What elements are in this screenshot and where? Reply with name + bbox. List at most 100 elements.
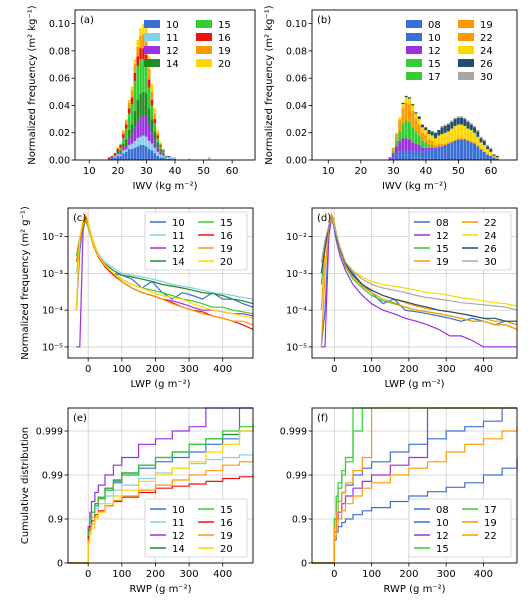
bar-segment-24 [394,132,398,135]
y-tick-label: 0 [301,559,307,570]
bar-segment-24 [469,130,473,141]
bar-segment-30 [473,125,477,128]
bar-segment-17 [401,123,405,130]
bar-segment-19 [430,143,434,145]
legend-label-30: 30 [484,257,497,268]
bar-segment-22 [417,124,421,130]
legend-swatch-30 [458,72,474,80]
bar-segment-30 [463,117,467,120]
bar-segment-22 [391,147,395,150]
y-tick-label: 0.10 [49,19,70,30]
bar-segment-10 [489,155,493,160]
bar-segment-26 [434,132,437,139]
x-tick-label: 100 [112,569,131,580]
bar-segment-15 [394,143,398,147]
bar-segment-10 [156,155,159,160]
bar-segment-11 [207,157,211,160]
bar-segment-15 [430,146,434,148]
x-tick-label: 100 [112,364,131,375]
legend-swatch-15 [196,20,212,28]
bar-segment-14 [156,142,159,148]
bar-segment-30 [447,123,450,125]
bar-segment-26 [404,95,408,98]
bar-segment-16 [125,124,128,129]
bar-segment-24 [463,125,467,139]
bar-segment-22 [447,142,450,144]
bar-segment-10 [460,139,464,160]
bar-segment-10 [173,158,177,160]
x-axis-label: LWP (g m⁻²) [130,379,190,390]
y-tick-label: 0.08 [286,46,307,57]
bar-segment-16 [162,150,165,152]
bar-segment-24 [460,124,464,139]
bar-segment-20 [150,83,154,92]
legend-label-15: 15 [436,244,449,255]
bar-segment-26 [417,116,421,120]
bar-segment-30 [482,139,486,141]
bar-segment-12 [388,157,392,159]
bar-segment-17 [421,140,424,144]
bar-segment-20 [125,119,128,121]
y-tick-label: 10⁻⁵ [42,342,63,353]
bar-segment-11 [156,151,159,156]
bar-segment-11 [162,155,165,158]
legend-swatch-17 [406,72,422,80]
bar-segment-19 [162,149,165,151]
panel-label: (f) [317,413,328,424]
legend-label-15: 15 [220,218,233,229]
bar-segment-22 [456,138,460,140]
legend-label-10: 10 [172,218,185,229]
bar-segment-16 [142,48,145,60]
bar-segment-10 [476,146,480,160]
legend-box [144,498,248,558]
bar-segment-12 [398,140,402,152]
legend-swatch-22 [458,33,474,41]
bar-segment-10 [424,150,428,159]
legend-label-15: 15 [428,59,441,70]
x-tick-label: 200 [146,569,165,580]
legend: 08 10 12 15 17 19 22 [408,498,512,558]
bar-segment-19 [139,35,142,49]
bar-segment-26 [492,154,496,156]
legend: 08 10 12 15 17 19 22 24 26 30 [406,20,493,83]
bar-segment-12 [159,151,162,155]
bar-segment-16 [159,145,162,147]
legend-swatch-14 [144,59,160,67]
y-tick-label: 0.06 [49,74,70,85]
bar-segment-19 [411,117,415,128]
bar-segment-15 [127,113,131,130]
bar-segment-24 [479,142,483,150]
y-tick-label: 0.00 [286,156,307,167]
bar-segment-10 [463,139,467,160]
legend-swatch-15 [406,59,422,67]
bar-segment-12 [437,146,441,148]
bar-segment-14 [142,91,145,115]
x-axis-label: RWP (g m⁻²) [384,584,446,595]
bar-segment-16 [147,79,151,88]
axes-frame [311,407,518,564]
bar-segment-15 [153,123,157,132]
bar-segment-10 [116,155,119,160]
bar-segment-30 [460,116,464,118]
bar-segment-17 [430,145,434,147]
bar-segment-11 [133,140,137,148]
bar-segment-10 [147,149,151,160]
panel-e: 0 100 200 300 400 0 0.9 0.99 0.999 (e) RWP (g m⁻²)… [20,407,254,595]
x-tick-label: 100 [362,569,381,580]
bar-segment-08 [391,157,395,160]
bar-segment-24 [482,145,486,152]
legend: 08 12 15 19 22 24 26 30 [408,211,512,271]
bar-segment-22 [466,139,470,141]
bar-segment-10 [469,142,473,160]
bar-segment-16 [130,97,134,105]
legend: 10 11 12 14 15 16 19 20 [144,211,248,271]
bar-segment-26 [460,117,464,125]
axes-frame [67,407,254,564]
bar-segment-11 [150,143,154,151]
bar-segment-19 [391,149,395,151]
bar-segment-11 [145,136,148,147]
y-axis-label: Normalized frequency (m² kg⁻¹) [27,5,38,164]
bar-segment-24 [434,138,437,145]
panel-c: 0 100 200 300 400 10⁻⁵ 10⁻⁴ 10⁻³ 10⁻² (c) LWP (g m… [20,206,254,390]
